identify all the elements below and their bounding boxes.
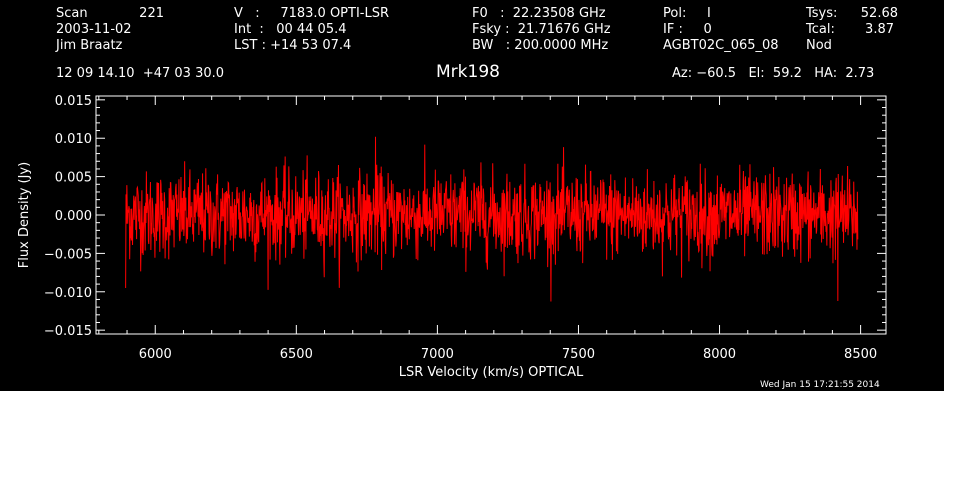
y-tick-label: 0.000 — [55, 209, 92, 224]
x-tick-label: 7500 — [562, 347, 595, 362]
x-tick-label: 8000 — [703, 347, 736, 362]
plot-timestamp: Wed Jan 15 17:21:55 2014 — [760, 380, 880, 390]
source-coords: 12 09 14.10 +47 03 30.0 — [56, 66, 225, 81]
project-id: AGBT02C_065_08 — [663, 38, 779, 53]
lst-readout: LST : +14 53 07.4 — [234, 38, 352, 53]
x-axis-title: LSR Velocity (km/s) OPTICAL — [399, 365, 584, 380]
plot-panel: Scan 221 2003-11-02 Jim Braatz 12 09 14.… — [0, 0, 944, 391]
y-tick-label: 0.015 — [55, 94, 92, 109]
scan-label: Scan — [56, 6, 88, 21]
observer-name: Jim Braatz — [56, 38, 123, 53]
tsys-label: Tsys: — [806, 6, 838, 21]
chart-title: Mrk198 — [436, 62, 500, 82]
if-readout: IF : 0 — [663, 22, 712, 37]
tcal-value: 3.87 — [865, 22, 894, 37]
tcal-label: Tcal: — [806, 22, 835, 37]
y-tick-label: 0.010 — [55, 132, 92, 147]
tick-layer: 6000 6500 7000 7500 8000 8500 −0.015 −0.010 −0.0… — [44, 94, 886, 362]
y-tick-label: −0.015 — [44, 324, 92, 339]
tsys-value: 52.68 — [860, 6, 898, 21]
x-tick-label: 6000 — [139, 347, 172, 362]
y-tick-label: 0.005 — [55, 171, 92, 186]
int-time-readout: Int : 00 44 05.4 — [234, 22, 347, 37]
f0-readout: F0 : 22.23508 GHz — [472, 6, 606, 21]
obs-mode: Nod — [806, 38, 832, 53]
y-axis-title: Flux Density (Jy) — [17, 162, 32, 268]
spectrum-chart: 6000 6500 7000 7500 8000 8500 −0.015 −0.010 −0.0… — [17, 94, 887, 380]
spectrum-trace-layer — [125, 136, 859, 302]
pol-readout: Pol: I — [663, 6, 711, 21]
velocity-readout: V : 7183.0 OPTI-LSR — [234, 6, 390, 21]
spectrum-trace — [125, 136, 859, 302]
y-tick-label: −0.005 — [44, 247, 92, 262]
fsky-readout: Fsky : 21.71676 GHz — [472, 22, 611, 37]
az-el-ha-readout: Az: −60.5 El: 59.2 HA: 2.73 — [672, 66, 875, 81]
scan-value: 221 — [139, 6, 164, 21]
x-tick-label: 7000 — [421, 347, 454, 362]
bw-readout: BW : 200.0000 MHz — [472, 38, 609, 53]
y-tick-label: −0.010 — [44, 286, 92, 301]
obs-date: 2003-11-02 — [56, 22, 132, 37]
x-tick-label: 8500 — [844, 347, 877, 362]
x-tick-label: 6500 — [280, 347, 313, 362]
